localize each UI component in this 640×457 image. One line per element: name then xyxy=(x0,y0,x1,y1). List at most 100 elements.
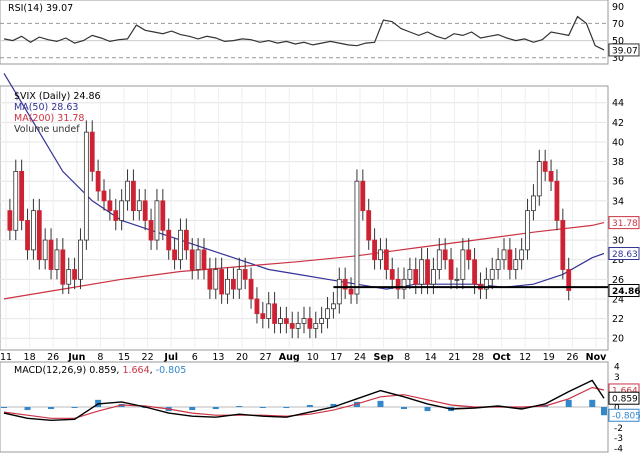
macd-histogram-bar xyxy=(212,407,219,410)
price-value-tag-label: 28.63 xyxy=(612,250,638,260)
price-candle xyxy=(66,269,72,285)
price-x-tick-label: 12 xyxy=(519,352,531,363)
price-panel: 2022242628303234363840424431.7828.6324.8… xyxy=(0,72,640,363)
price-candle xyxy=(148,220,154,241)
price-candle xyxy=(289,323,295,329)
price-candle xyxy=(501,249,507,261)
macd-value-tag xyxy=(608,408,640,422)
price-candle xyxy=(131,180,136,212)
price-x-tick-label: Jun xyxy=(67,352,85,363)
macd-histogram-bar xyxy=(24,407,31,411)
macd-value-tag xyxy=(608,391,640,405)
price-value-tag xyxy=(608,216,640,230)
price-candle xyxy=(13,170,19,231)
price-candle xyxy=(566,269,572,291)
price-candle xyxy=(460,249,466,280)
price-x-tick-label: 18 xyxy=(24,352,36,363)
price-candle xyxy=(319,318,325,324)
price-marks xyxy=(3,72,608,339)
price-x-tick-label: Sep xyxy=(374,352,394,363)
price-candle xyxy=(554,180,560,221)
price-x-tick-label: 27 xyxy=(260,352,272,363)
rsi-panel: 304050709039.07 RSI(14) 39.07 xyxy=(0,0,640,65)
price-candle xyxy=(436,249,442,270)
price-candle xyxy=(425,259,430,285)
price-candle xyxy=(495,259,501,270)
price-candle xyxy=(413,269,419,285)
price-candle xyxy=(236,269,242,290)
macd-tick-label: -2 xyxy=(614,424,623,434)
price-candle xyxy=(536,161,542,197)
rsi-grid xyxy=(0,22,608,59)
price-value-tag xyxy=(608,284,640,298)
price-value-tag-label: 24.86 xyxy=(612,287,640,297)
price-candle xyxy=(183,229,189,251)
price-candle xyxy=(248,278,254,300)
legend-volume: Volume undef xyxy=(14,124,80,135)
legend-ma200: MA(200) 31.78 xyxy=(14,113,84,124)
price-candle xyxy=(531,195,536,212)
price-candle xyxy=(95,170,101,192)
price-candle xyxy=(7,210,13,231)
price-tick-label: 26 xyxy=(612,275,624,286)
price-candle xyxy=(378,249,383,261)
price-candle xyxy=(266,303,272,319)
price-candle xyxy=(166,229,172,251)
price-candle xyxy=(354,180,360,295)
macd-histogram-bar xyxy=(71,407,78,409)
price-x-tick-label: 24 xyxy=(354,352,366,363)
macd-tick-label: 3 xyxy=(614,373,620,383)
price-x-tick-label: 10 xyxy=(307,352,319,363)
price-candle xyxy=(401,278,407,290)
price-candle xyxy=(331,303,336,310)
price-candle xyxy=(301,318,307,324)
price-candle xyxy=(283,318,289,324)
price-candle xyxy=(78,239,83,280)
price-candle xyxy=(136,200,142,212)
rsi-frame xyxy=(0,0,609,65)
price-candle xyxy=(507,249,513,270)
macd-value-tag-label: 1.664 xyxy=(612,386,638,396)
macd-histogram-bar xyxy=(330,403,337,407)
price-candle xyxy=(125,180,130,202)
price-x-tick-label: 21 xyxy=(448,352,460,363)
price-candle xyxy=(225,278,230,295)
price-candle xyxy=(48,239,54,270)
price-candle xyxy=(31,210,36,251)
rsi-series-line xyxy=(3,15,605,51)
price-tick-label: 24 xyxy=(612,294,624,305)
price-x-tick-label: Jul xyxy=(163,352,178,363)
price-tick-label: 38 xyxy=(612,157,624,168)
price-candle xyxy=(242,269,248,280)
price-candle xyxy=(448,259,454,280)
macd-tick-label: -4 xyxy=(614,444,623,453)
macd-histogram-bar xyxy=(401,407,407,410)
price-candle xyxy=(466,249,472,261)
price-candle xyxy=(72,269,77,280)
price-candle xyxy=(219,269,225,295)
price-candle xyxy=(119,200,125,221)
price-x-tick-label: 11 xyxy=(0,352,12,363)
price-x-tick-label: Aug xyxy=(279,352,300,363)
price-candle xyxy=(483,278,489,290)
price-tick-label: 20 xyxy=(612,334,624,345)
macd-value-tag-label: -0.805 xyxy=(612,412,640,422)
price-candle xyxy=(189,249,195,270)
macd-histogram-bar xyxy=(259,407,266,409)
macd-line xyxy=(3,379,605,422)
price-candle xyxy=(272,303,277,324)
rsi-axis: 304050709039.07 xyxy=(608,2,640,64)
price-candle xyxy=(336,278,342,305)
price-candle xyxy=(178,229,183,261)
price-candle xyxy=(360,180,366,212)
price-candle xyxy=(201,249,207,270)
price-candle xyxy=(489,269,495,280)
price-candle xyxy=(101,190,107,202)
macd-tick-label: -3 xyxy=(614,434,623,444)
rsi-tick-label: 90 xyxy=(612,2,624,13)
macd-histogram-bar xyxy=(48,407,55,410)
rsi-lines xyxy=(3,15,605,51)
legend-vix: $VIX (Daily) 24.86 xyxy=(14,91,101,102)
